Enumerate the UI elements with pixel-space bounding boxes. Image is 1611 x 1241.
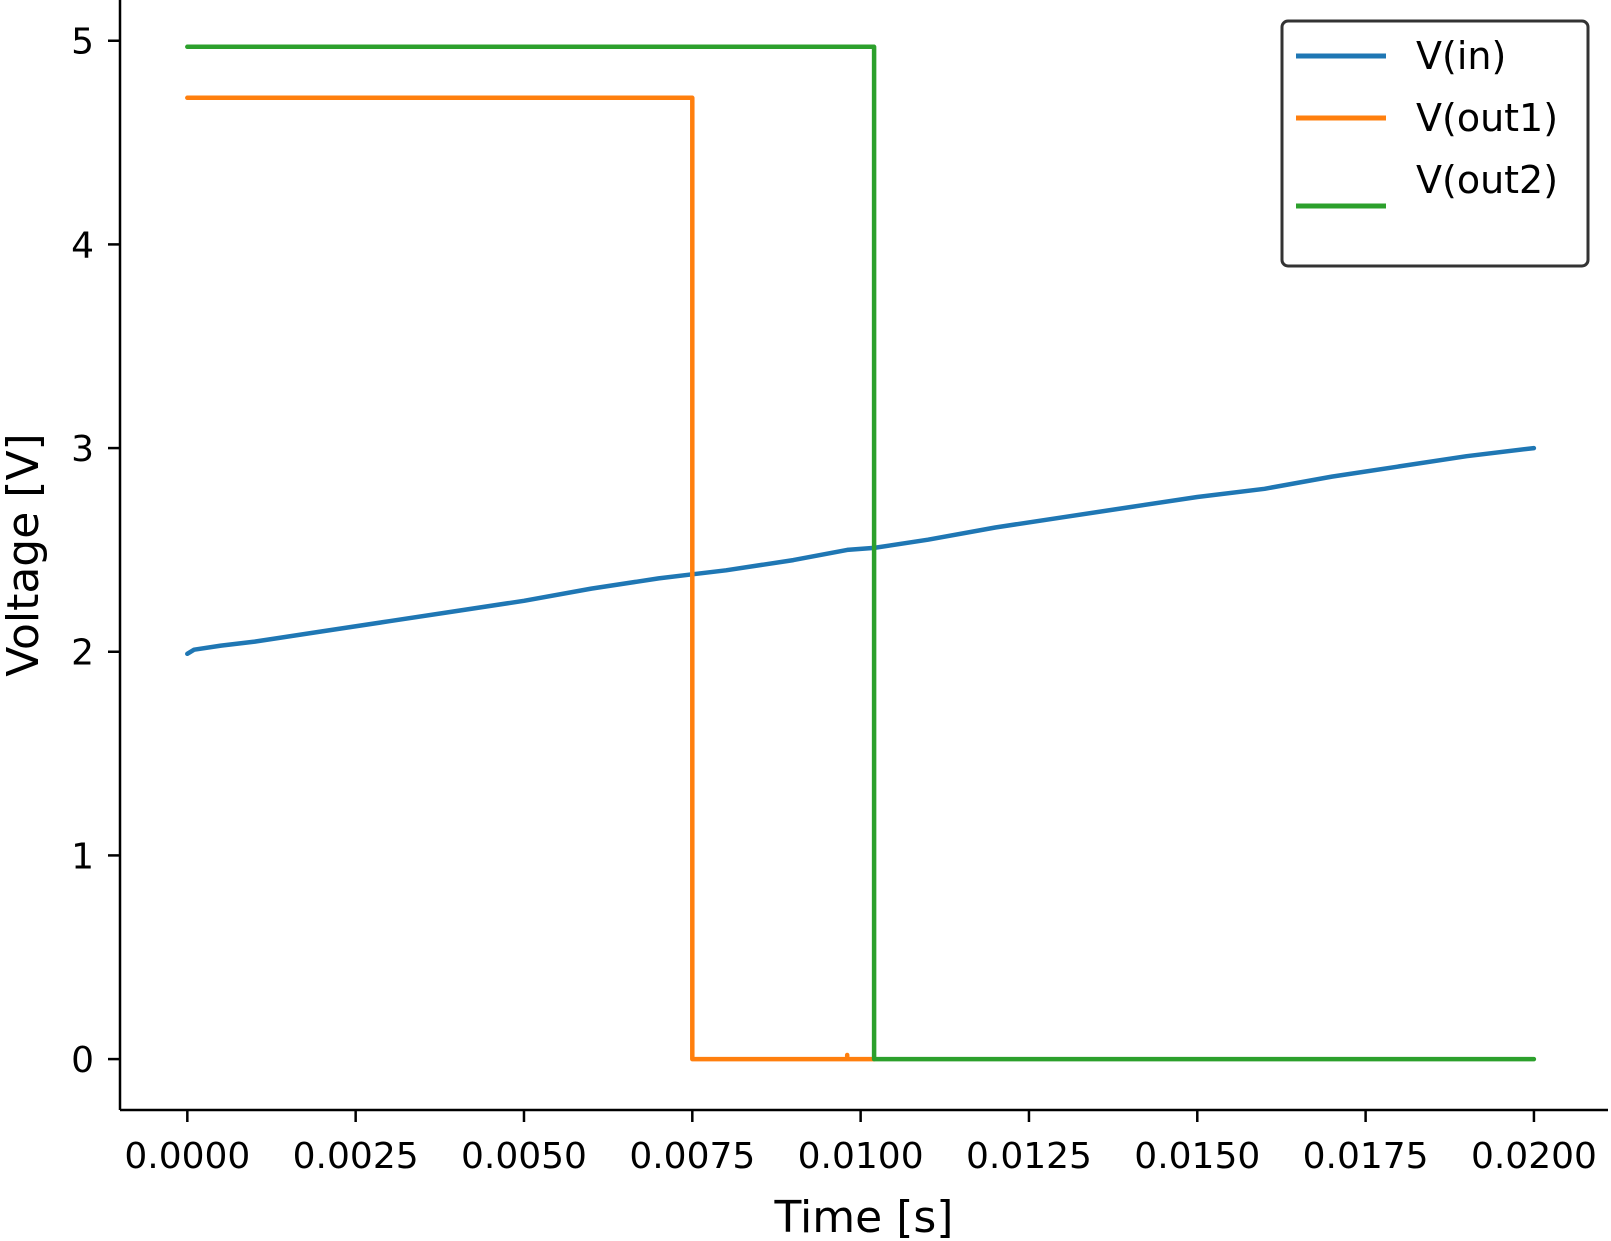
plot-lines (185, 44, 1537, 1062)
series-line-0 (185, 445, 1537, 657)
y-ticks: 0 1 2 3 4 5 (71, 22, 120, 1081)
y-tick-label: 1 (71, 836, 94, 877)
legend-label-0: V(in) (1416, 34, 1506, 78)
series-line-1 (185, 95, 877, 1062)
x-tick-label: 0.0200 (1471, 1136, 1597, 1177)
x-tick-label: 0.0100 (798, 1136, 924, 1177)
series-line-2 (185, 44, 1537, 1062)
axes (118, 0, 1608, 1112)
x-tick-label: 0.0125 (966, 1136, 1092, 1177)
y-tick-label: 5 (71, 22, 94, 63)
x-axis-label: Time [s] (774, 1192, 954, 1241)
x-ticks: 0.0000 0.0025 0.0050 0.0075 0.0100 0.0125 0.01… (124, 1110, 1597, 1177)
x-tick-label: 0.0075 (629, 1136, 755, 1177)
y-tick-label: 0 (71, 1040, 94, 1081)
legend-label-2: V(out2) (1416, 158, 1558, 202)
x-tick-label: 0.0000 (124, 1136, 250, 1177)
legend-label-1: V(out1) (1416, 96, 1558, 140)
y-tick-label: 4 (71, 225, 94, 266)
x-tick-label: 0.0175 (1303, 1136, 1429, 1177)
y-tick-label: 2 (71, 633, 94, 674)
x-tick-label: 0.0150 (1134, 1136, 1260, 1177)
legend: V(in) V(out1) V(out2) (1280, 19, 1590, 268)
x-tick-label: 0.0050 (461, 1136, 587, 1177)
y-tick-label: 3 (71, 429, 94, 470)
x-tick-label: 0.0025 (293, 1136, 419, 1177)
y-axis-label: Voltage [V] (0, 433, 49, 676)
